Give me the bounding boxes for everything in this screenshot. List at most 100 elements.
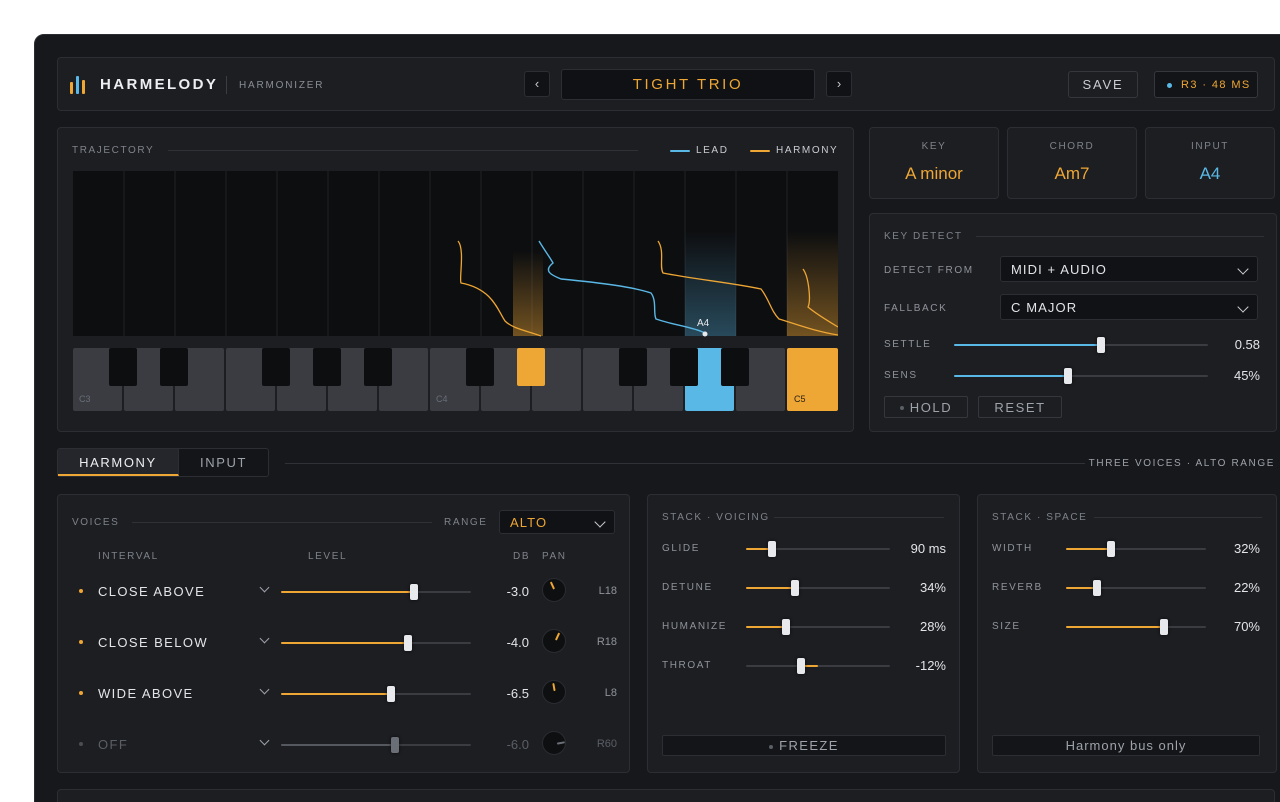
- white-key-harmony-active[interactable]: [787, 348, 838, 411]
- black-key[interactable]: [670, 348, 698, 386]
- black-key[interactable]: [262, 348, 290, 386]
- pan-knob[interactable]: [542, 578, 566, 602]
- detune-thumb[interactable]: [790, 580, 799, 596]
- lower-panel: [57, 789, 1275, 802]
- fallback-value: C MAJOR: [1011, 300, 1078, 315]
- voice-level-thumb[interactable]: [410, 584, 418, 600]
- brand-divider: [226, 76, 227, 94]
- stack-space-panel: STACK · SPACE WIDTH 32% REVERB 22% SIZE …: [977, 494, 1277, 773]
- black-key[interactable]: [466, 348, 494, 386]
- key-card-value: A minor: [905, 164, 963, 183]
- voice-level-thumb[interactable]: [404, 635, 413, 651]
- voice-level-thumb[interactable]: [387, 686, 396, 702]
- pan-knob[interactable]: [542, 629, 566, 653]
- title-divider: [774, 517, 944, 518]
- black-key[interactable]: [364, 348, 392, 386]
- throat-label: THROAT: [662, 660, 712, 671]
- voice-level-slider[interactable]: [281, 584, 471, 600]
- fallback-select[interactable]: C MAJOR: [1000, 294, 1258, 320]
- glide-value: 90 ms: [910, 541, 946, 556]
- reverb-label: REVERB: [992, 582, 1043, 593]
- voice-level-slider[interactable]: [281, 635, 471, 651]
- interval-chevron-down-icon[interactable]: [259, 684, 270, 695]
- preset-name[interactable]: TIGHT TRIO: [561, 69, 815, 100]
- reset-button[interactable]: RESET: [978, 396, 1062, 418]
- humanize-thumb[interactable]: [782, 619, 791, 635]
- range-select[interactable]: ALTO: [499, 510, 615, 534]
- freeze-label: FREEZE: [779, 738, 839, 753]
- interval-chevron-down-icon[interactable]: [259, 633, 270, 644]
- voice-level-thumb[interactable]: [391, 737, 399, 753]
- glide-slider[interactable]: [746, 541, 890, 557]
- voice-db: -6.5: [506, 686, 529, 701]
- black-key-harmony-active[interactable]: [517, 348, 545, 386]
- next-preset-button[interactable]: ›: [826, 71, 852, 97]
- voice-pan: R18: [596, 636, 617, 648]
- chord-card-value: Am7: [1054, 164, 1090, 183]
- voice-level-slider[interactable]: [281, 737, 471, 753]
- freeze-button[interactable]: FREEZE: [662, 735, 946, 756]
- voice-level-fill: [281, 693, 392, 695]
- sens-value: 45%: [1233, 368, 1260, 383]
- chord-card-label: CHORD: [1049, 141, 1095, 152]
- knob-indicator: [554, 632, 561, 641]
- voice-level-slider[interactable]: [281, 686, 471, 702]
- brand-name: HARMELODY: [100, 76, 219, 93]
- input-card-value: A4: [1199, 164, 1221, 183]
- width-label: WIDTH: [992, 543, 1033, 554]
- harmony-glow: [513, 251, 543, 336]
- pan-knob[interactable]: [542, 731, 566, 755]
- detune-slider[interactable]: [746, 580, 890, 596]
- freeze-led-icon: [769, 744, 774, 749]
- throat-thumb[interactable]: [796, 658, 805, 674]
- throat-slider[interactable]: [746, 658, 890, 674]
- black-key[interactable]: [313, 348, 341, 386]
- col-level: LEVEL: [308, 551, 348, 562]
- voice-name: CLOSE ABOVE: [98, 584, 206, 599]
- tab-harmony[interactable]: HARMONY: [58, 449, 179, 476]
- detect-from-select[interactable]: MIDI + AUDIO: [1000, 256, 1258, 282]
- interval-chevron-down-icon[interactable]: [259, 735, 270, 746]
- key-detect-panel: KEY DETECT DETECT FROM MIDI + AUDIO FALL…: [869, 213, 1277, 432]
- hold-button[interactable]: HOLD: [884, 396, 968, 418]
- harmony-glow-2: [787, 231, 838, 336]
- input-card-label: INPUT: [1191, 141, 1229, 152]
- voice-db: -6.0: [506, 737, 529, 752]
- save-button[interactable]: SAVE: [1068, 71, 1138, 98]
- throat-value: -12%: [915, 658, 946, 673]
- width-slider[interactable]: [1066, 541, 1206, 557]
- sens-slider[interactable]: [954, 368, 1208, 384]
- prev-preset-button[interactable]: ‹: [524, 71, 550, 97]
- title-divider: [976, 236, 1264, 237]
- interval-chevron-down-icon[interactable]: [259, 582, 270, 593]
- settle-thumb[interactable]: [1097, 337, 1106, 353]
- voice-pan: L8: [604, 687, 617, 699]
- tab-input[interactable]: INPUT: [200, 455, 247, 470]
- reverb-slider[interactable]: [1066, 580, 1206, 596]
- black-key[interactable]: [619, 348, 647, 386]
- harmony-bus-toggle[interactable]: Harmony bus only: [992, 735, 1260, 756]
- brand-subtitle: HARMONIZER: [239, 80, 325, 91]
- harmony-curve-2: [657, 240, 838, 336]
- humanize-slider[interactable]: [746, 619, 890, 635]
- size-slider[interactable]: [1066, 619, 1206, 635]
- reverb-thumb[interactable]: [1092, 580, 1101, 596]
- reverb-value: 22%: [1233, 580, 1260, 595]
- size-thumb[interactable]: [1160, 619, 1168, 635]
- black-key[interactable]: [109, 348, 137, 386]
- stack-space-title: STACK · SPACE: [992, 512, 1088, 523]
- glide-thumb[interactable]: [767, 541, 776, 557]
- trajectory-title: TRAJECTORY: [72, 145, 155, 156]
- sens-thumb[interactable]: [1064, 368, 1073, 384]
- pan-knob[interactable]: [542, 680, 566, 704]
- width-thumb[interactable]: [1106, 541, 1115, 557]
- knob-indicator: [552, 682, 556, 692]
- range-label: RANGE: [444, 517, 488, 528]
- legend-harmony: HARMONY: [750, 145, 838, 156]
- black-key[interactable]: [160, 348, 188, 386]
- humanize-value: 28%: [919, 619, 946, 634]
- black-key[interactable]: [721, 348, 749, 386]
- settle-slider[interactable]: [954, 337, 1208, 353]
- title-divider: [132, 522, 432, 523]
- size-fill: [1066, 626, 1164, 628]
